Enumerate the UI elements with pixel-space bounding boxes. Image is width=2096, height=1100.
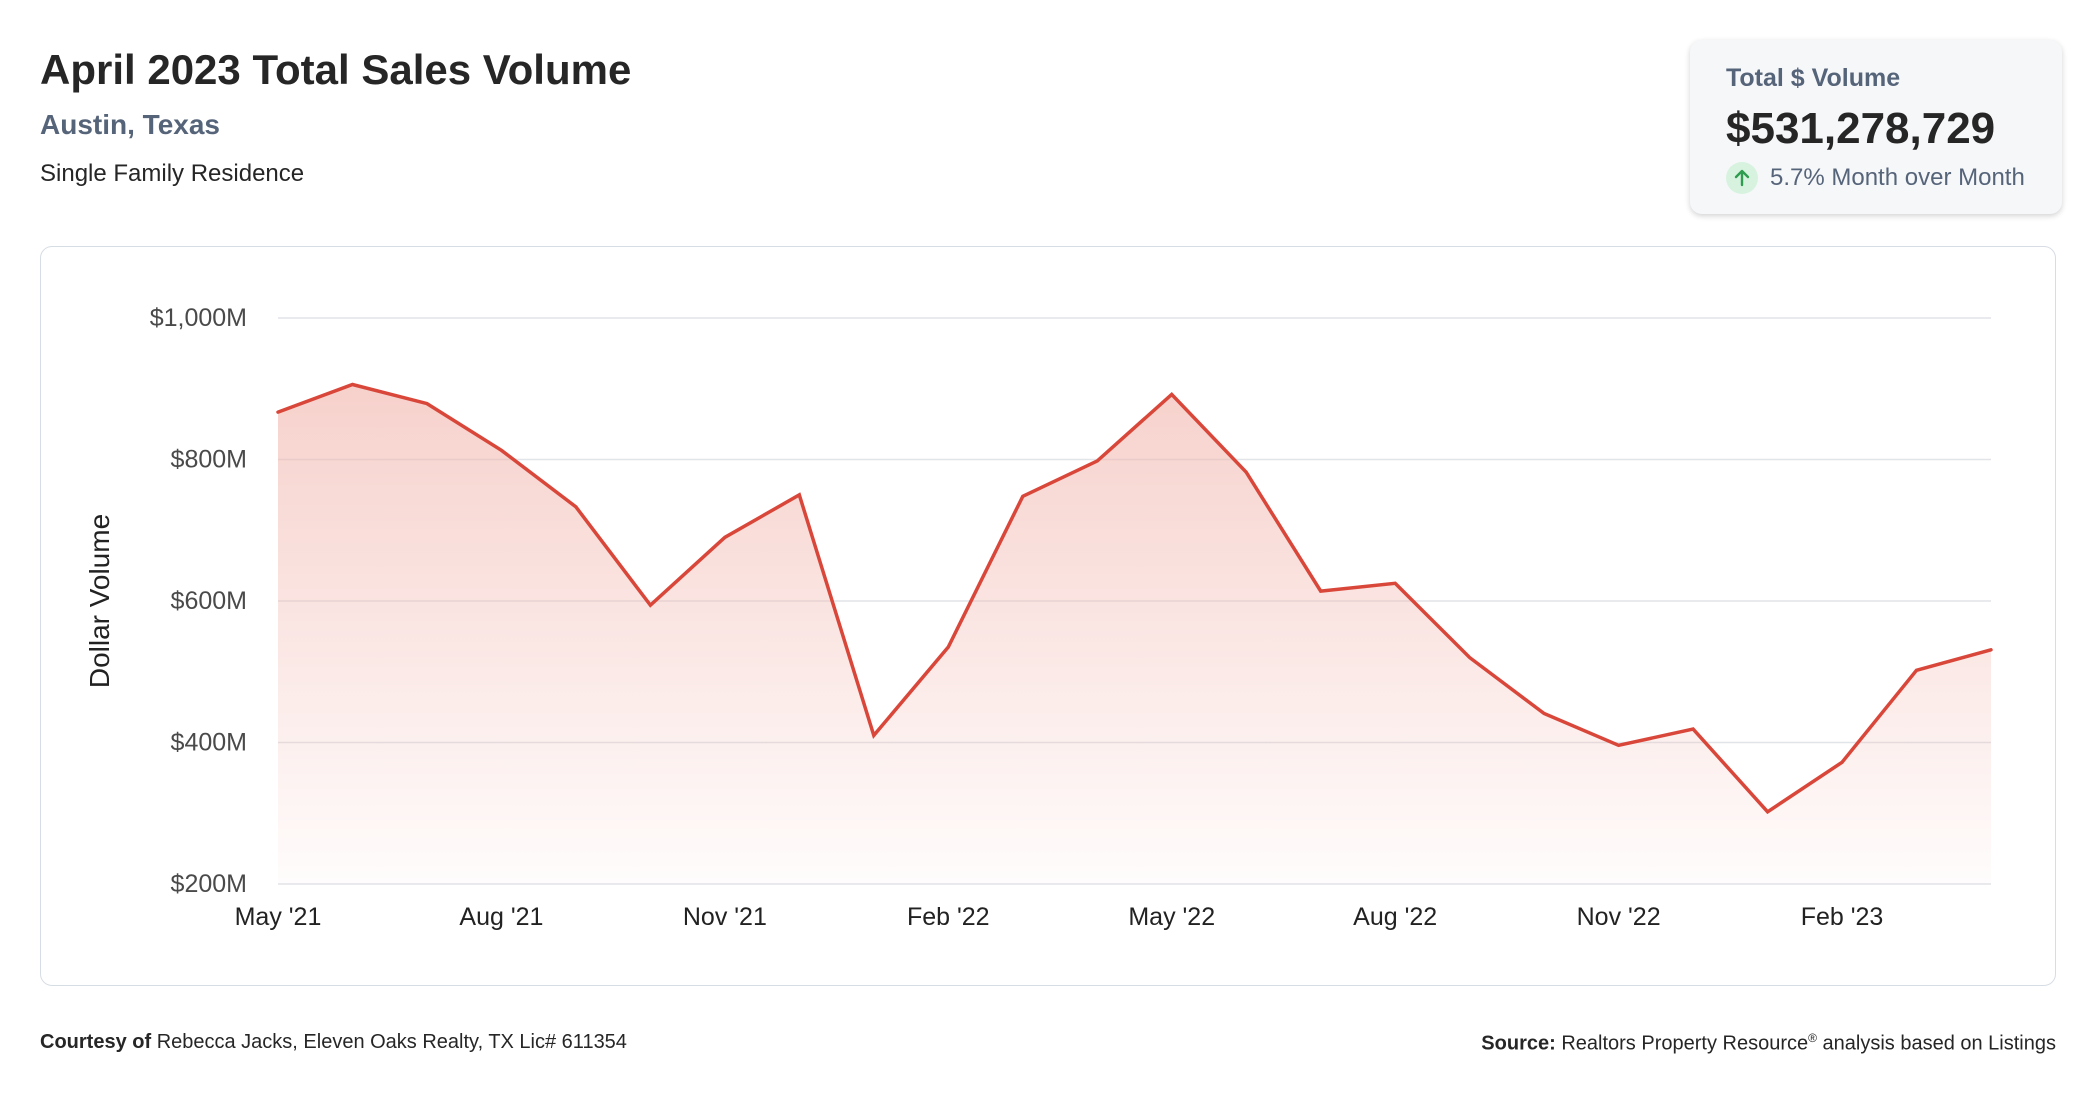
source-footer: Source: Realtors Property Resource® anal… (1481, 1031, 2056, 1056)
x-tick-label: Feb '23 (1801, 903, 1884, 931)
data-point (1319, 589, 1323, 593)
source-text: Realtors Property Resource (1561, 1032, 1809, 1055)
sales-volume-chart: $200M $400M $600M $800M $1,000M Dollar Volume… (84, 304, 1993, 931)
stat-change-text: 5.7% Month over Month (1770, 164, 2025, 191)
x-tick-label: Aug '21 (459, 903, 543, 931)
y-tick-label: $1,000M (150, 304, 247, 332)
x-tick-label: May '21 (235, 903, 322, 931)
y-tick-label: $600M (171, 587, 247, 615)
courtesy-label: Courtesy of (40, 1031, 152, 1053)
stat-label: Total $ Volume (1726, 64, 1901, 92)
y-tick-label: $800M (171, 446, 247, 474)
x-tick-label: Nov '22 (1577, 903, 1661, 931)
total-volume-card: Total $ Volume $531,278,729 5.7% Month o… (1690, 40, 2062, 214)
data-point (1021, 494, 1025, 498)
y-axis-title: Dollar Volume (84, 514, 115, 688)
data-point (425, 402, 429, 406)
x-tick-label: Feb '22 (907, 903, 990, 931)
data-point (276, 410, 280, 414)
data-point (1989, 648, 1993, 652)
data-point (1840, 760, 1844, 764)
series-line (276, 382, 1993, 815)
courtesy-footer: Courtesy of Rebecca Jacks, Eleven Oaks R… (40, 1031, 627, 1054)
data-point (1095, 459, 1099, 463)
source-text-post: analysis based on Listings (1822, 1032, 2056, 1055)
property-type-label: Single Family Residence (40, 160, 305, 187)
data-point (946, 645, 950, 649)
data-point (1468, 656, 1472, 660)
data-point (499, 448, 503, 452)
stat-value: $531,278,729 (1726, 104, 1996, 153)
x-tick-label: Aug '22 (1353, 903, 1437, 931)
data-point (1170, 392, 1174, 396)
data-point (797, 493, 801, 497)
data-point (574, 505, 578, 509)
stat-change: 5.7% Month over Month (1726, 162, 2025, 194)
y-tick-label: $400M (171, 729, 247, 757)
data-point (872, 733, 876, 737)
data-point (1244, 470, 1248, 474)
y-tick-label: $200M (171, 870, 247, 898)
data-point (1915, 668, 1919, 672)
source-label: Source: (1481, 1032, 1556, 1055)
data-point (1617, 743, 1621, 747)
data-point (1691, 727, 1695, 731)
data-point (1393, 581, 1397, 585)
location-subtitle: Austin, Texas (40, 109, 220, 140)
data-point (648, 603, 652, 607)
series-area (278, 384, 1991, 884)
data-point (1542, 711, 1546, 715)
courtesy-text: Rebecca Jacks, Eleven Oaks Realty, TX Li… (156, 1031, 627, 1053)
registered-mark: ® (1808, 1031, 1817, 1045)
data-point (723, 535, 727, 539)
data-point (350, 383, 354, 387)
page-title: April 2023 Total Sales Volume (40, 46, 632, 93)
data-point (1766, 810, 1770, 814)
x-tick-label: May '22 (1128, 903, 1215, 931)
arrow-up-icon (1726, 162, 1758, 194)
x-tick-label: Nov '21 (683, 903, 767, 931)
chart-panel: $200M $400M $600M $800M $1,000M Dollar Volume… (40, 246, 2056, 986)
